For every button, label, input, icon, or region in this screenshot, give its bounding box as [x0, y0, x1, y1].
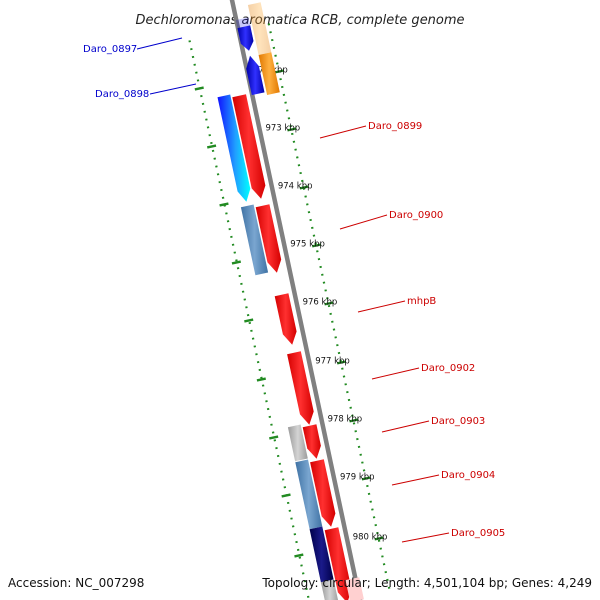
gene-arrow[interactable]: [240, 204, 269, 276]
gene-label[interactable]: Daro_0904: [441, 470, 495, 481]
gene-label[interactable]: mhpB: [407, 296, 436, 307]
gene-arrow[interactable]: [237, 25, 254, 51]
gene-arrow[interactable]: [345, 577, 364, 600]
gene-arrow[interactable]: [258, 52, 280, 95]
genome-summary-text: Topology: circular; Length: 4,501,104 bp…: [262, 576, 592, 590]
gene-arrow[interactable]: [309, 526, 334, 583]
gene-leader-line: [339, 214, 388, 230]
scale-tick: [336, 360, 347, 365]
gene-leader-line: [149, 83, 197, 95]
scale-tick: [361, 476, 371, 481]
inner-scale-dots: [188, 40, 310, 600]
gene-label[interactable]: Daro_0903: [431, 416, 485, 427]
gene-leader-line: [136, 37, 183, 50]
gene-arrow[interactable]: [246, 55, 265, 96]
scale-tick-inner: [256, 377, 266, 382]
gene-label[interactable]: Daro_0899: [368, 121, 422, 132]
scale-tick-label: 976 kbp: [303, 298, 338, 308]
gene-label[interactable]: Daro_0897: [83, 44, 137, 55]
gene-leader-line: [381, 420, 430, 433]
scale-tick-label: 980 kbp: [353, 533, 388, 543]
gene-label[interactable]: Daro_0900: [389, 210, 443, 221]
gene-label[interactable]: Daro_0902: [421, 363, 475, 374]
scale-tick: [324, 301, 334, 306]
gene-arrow[interactable]: [287, 424, 308, 462]
gene-arrow[interactable]: [302, 424, 321, 459]
scale-tick-inner: [294, 553, 304, 558]
gene-arrow[interactable]: [310, 459, 336, 527]
gene-label[interactable]: Daro_0905: [451, 528, 505, 539]
scale-tick: [311, 243, 322, 248]
scale-tick-label: 979 kbp: [340, 473, 375, 483]
gene-arrow[interactable]: [232, 94, 266, 199]
scale-tick: [374, 536, 384, 541]
scale-tick-inner: [269, 435, 279, 440]
scale-tick-inner: [244, 318, 254, 323]
gene-arrow[interactable]: [287, 351, 314, 425]
scale-tick-inner: [219, 202, 229, 207]
gene-arrow[interactable]: [247, 2, 272, 56]
gene-leader-line: [357, 300, 406, 313]
gene-arrow[interactable]: [255, 204, 282, 273]
scale-tick-inner: [281, 493, 291, 498]
scale-tick-inner: [206, 144, 217, 149]
scale-tick-label: 974 kbp: [278, 182, 313, 192]
scale-tick: [349, 418, 359, 423]
scale-tick-inner: [231, 260, 242, 265]
gene-arrow[interactable]: [217, 94, 251, 202]
gene-leader-line: [401, 532, 450, 543]
gene-arrow[interactable]: [295, 459, 323, 530]
gene-arrow[interactable]: [324, 527, 352, 600]
gene-arrow[interactable]: [320, 579, 339, 600]
scale-tick: [299, 185, 309, 190]
gene-leader-line: [371, 367, 420, 380]
scale-tick: [274, 69, 285, 74]
gene-leader-line: [319, 125, 367, 139]
genome-backbone: [229, 0, 363, 600]
gene-arrow[interactable]: [274, 293, 297, 345]
gene-label[interactable]: Daro_0898: [95, 89, 149, 100]
gene-leader-line: [391, 474, 440, 486]
scale-tick-label: 978 kbp: [328, 415, 363, 425]
scale-tick-label: 973 kbp: [265, 124, 300, 134]
scale-tick: [287, 127, 297, 132]
map-title: Dechloromonas aromatica RCB, complete ge…: [135, 13, 464, 28]
outer-scale-dots: [267, 23, 392, 594]
scale-tick-inner: [194, 86, 204, 91]
scale-tick-label: 977 kbp: [315, 357, 350, 367]
scale-tick-label: 975 kbp: [290, 240, 325, 250]
accession-text: Accession: NC_007298: [8, 576, 145, 590]
